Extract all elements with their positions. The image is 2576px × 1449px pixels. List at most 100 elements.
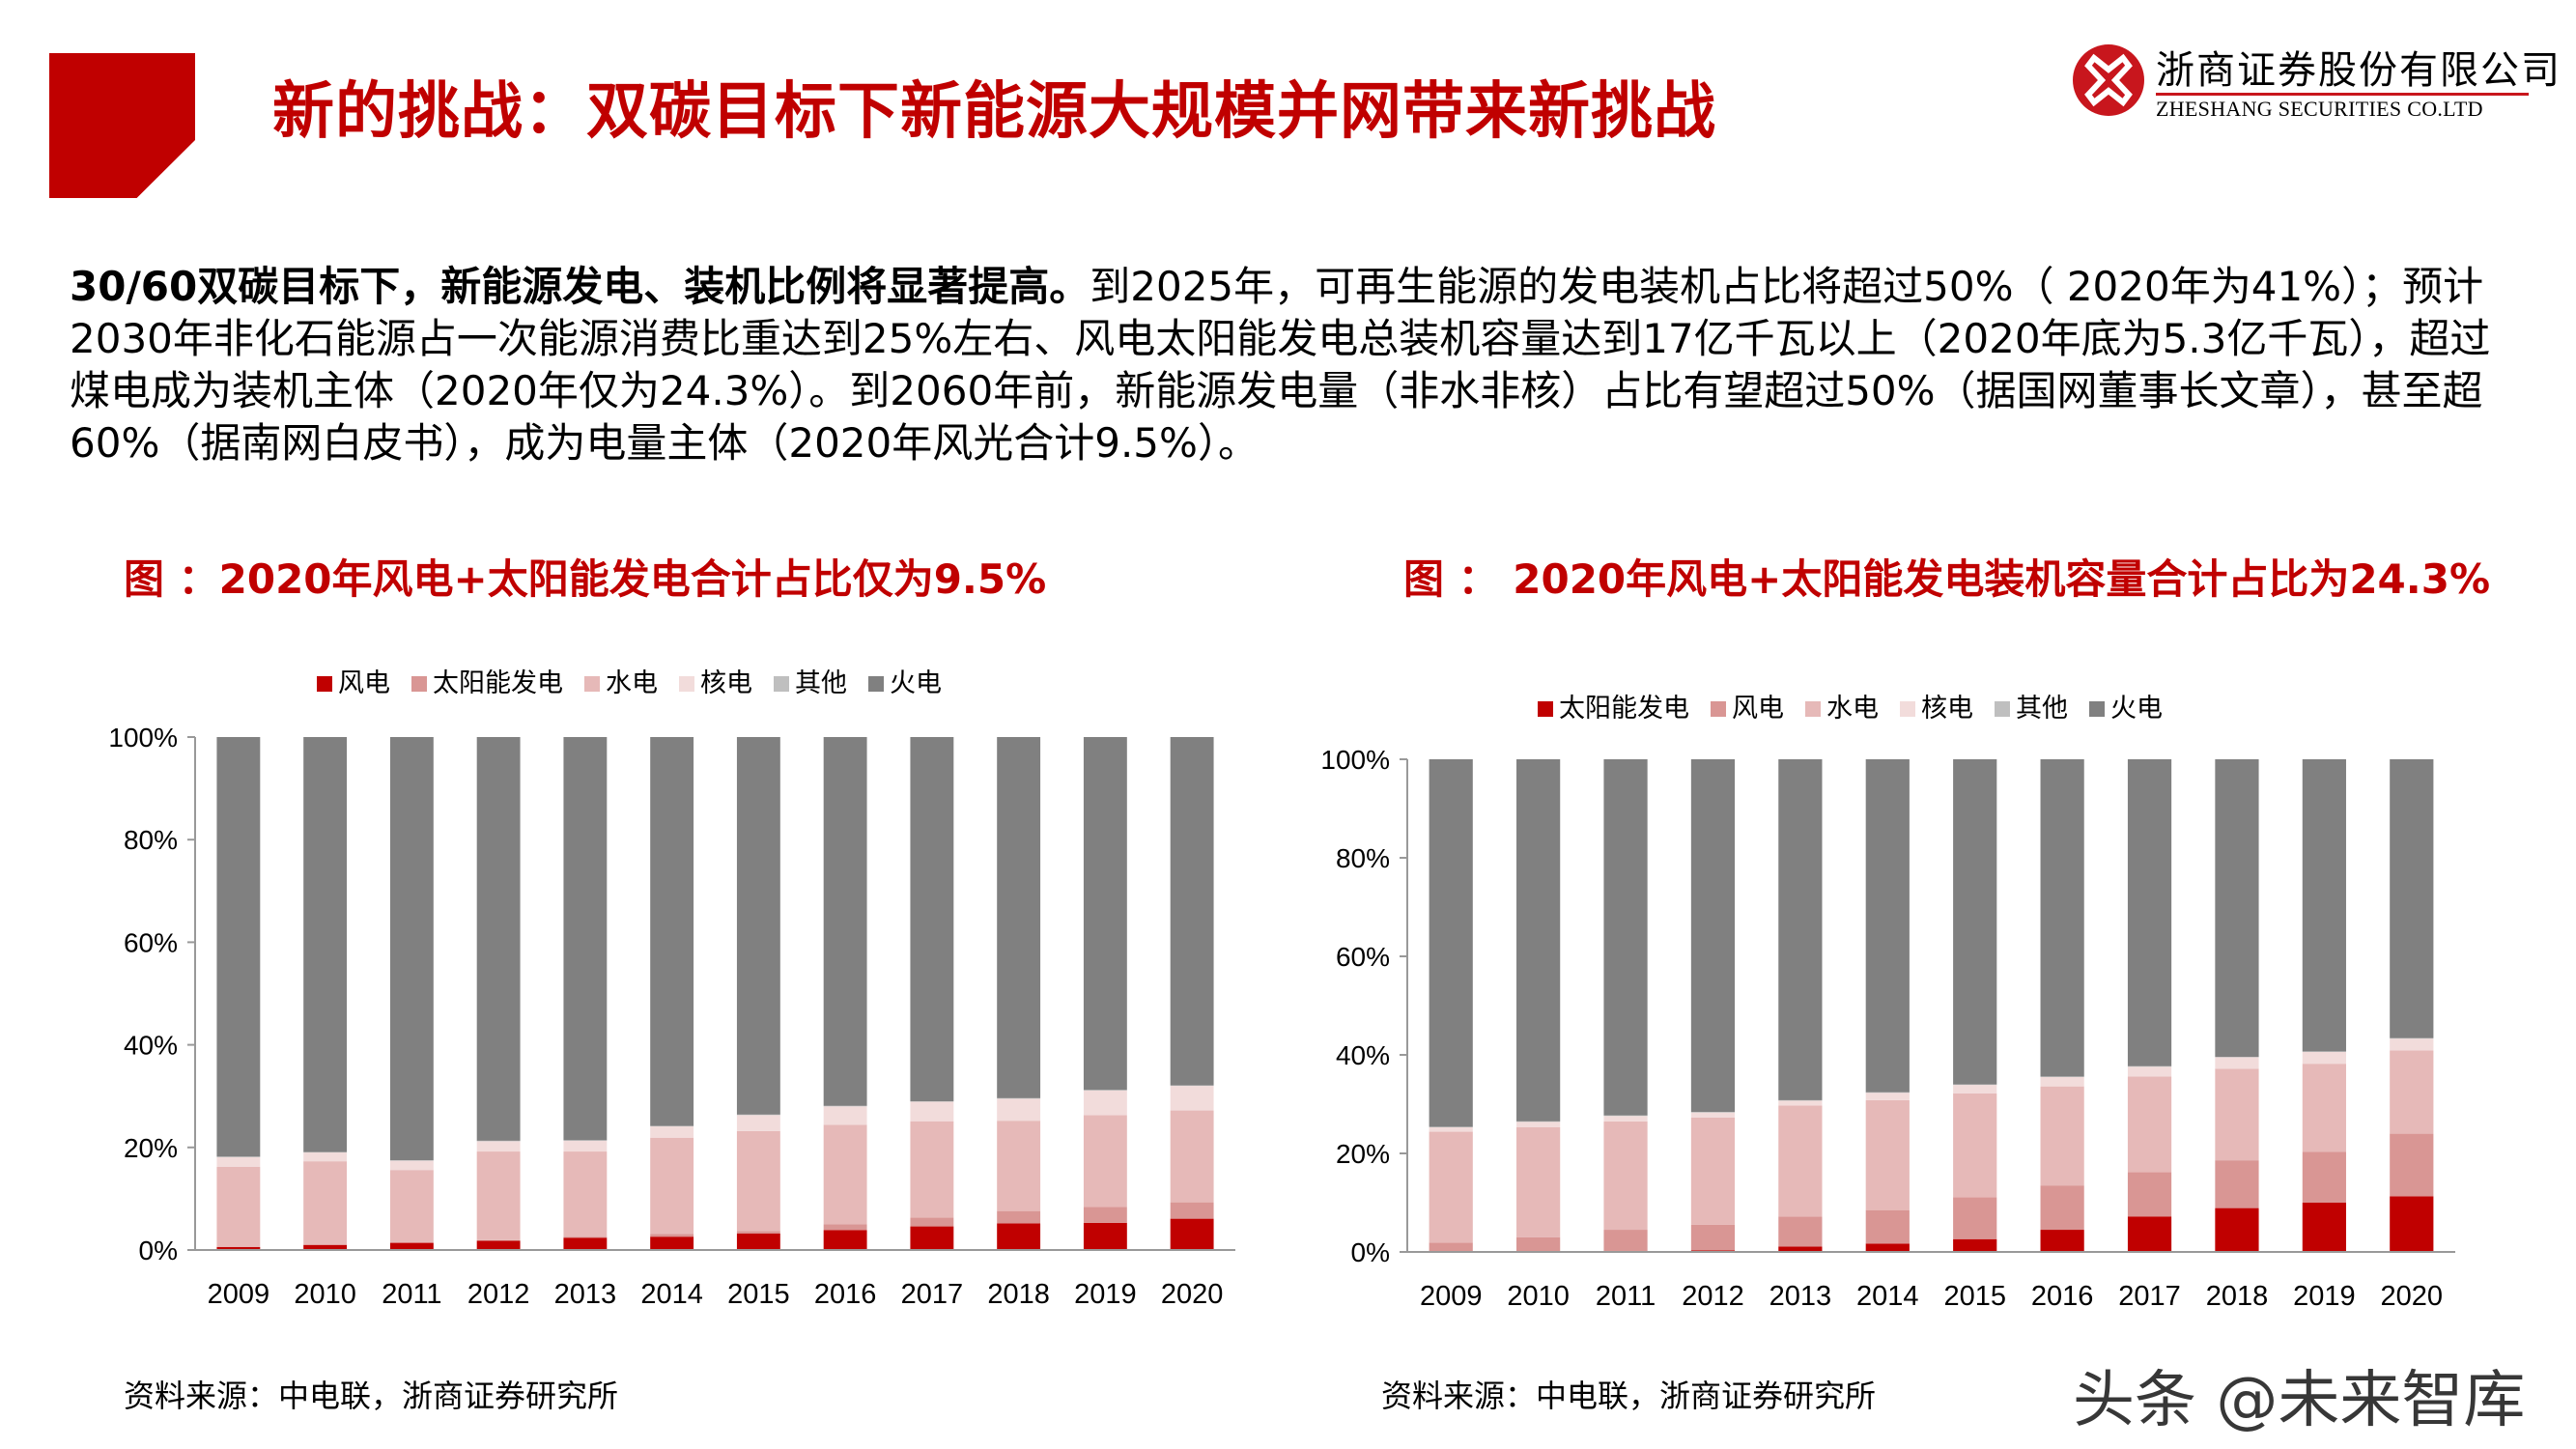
bar-2018-水电 xyxy=(2215,1068,2259,1161)
y-tick-label: 60% xyxy=(1336,942,1390,972)
bar-2017-太阳能发电 xyxy=(910,1217,954,1227)
bar-2019-风电 xyxy=(2302,1151,2346,1203)
bar-2014-太阳能发电 xyxy=(1865,1243,1910,1252)
legend-label-0: 太阳能发电 xyxy=(1559,694,1689,723)
x-tick-label: 2016 xyxy=(2031,1281,2094,1312)
bar-2009-其他 xyxy=(216,1156,261,1157)
bar-2017-风电 xyxy=(2127,1172,2172,1217)
bar-2011-风电 xyxy=(389,1242,434,1250)
bar-2012-水电 xyxy=(476,1151,521,1240)
bar-2011-水电 xyxy=(1603,1121,1648,1231)
bar-2016-水电 xyxy=(823,1124,867,1225)
logo-rule xyxy=(2156,93,2529,96)
bar-2017-其他 xyxy=(2127,1065,2172,1067)
bar-2017-核电 xyxy=(910,1101,954,1122)
bar-2016-火电 xyxy=(823,737,867,1106)
x-tick-label: 2015 xyxy=(1943,1281,2006,1312)
bar-2016-太阳能发电 xyxy=(2040,1230,2084,1252)
bar-2010-其他 xyxy=(303,1151,348,1153)
bar-2017-水电 xyxy=(910,1121,954,1218)
bar-2010-核电 xyxy=(1516,1122,1561,1127)
bar-2014-太阳能发电 xyxy=(650,1234,694,1237)
y-tick-label: 100% xyxy=(108,723,178,753)
legend-label-2: 水电 xyxy=(1826,694,1879,723)
bar-2009-风电 xyxy=(216,1246,261,1250)
bar-2009-水电 xyxy=(216,1166,261,1247)
y-tick-label: 80% xyxy=(124,825,178,855)
bar-2013-风电 xyxy=(563,1237,608,1250)
summary-text: 到2025年，可再生能源的发电装机占比将超过50%（ 2020年为41%）；预计… xyxy=(70,263,2491,467)
bar-2013-核电 xyxy=(1778,1100,1823,1106)
bar-2011-其他 xyxy=(389,1160,434,1161)
logo-en-text: ZHESHANG SECURITIES CO.LTD xyxy=(2156,97,2483,121)
bar-2009-核电 xyxy=(1429,1126,1473,1132)
bar-2015-水电 xyxy=(1953,1093,1997,1198)
bar-2013-太阳能发电 xyxy=(563,1236,608,1238)
bar-2015-其他 xyxy=(1953,1084,1997,1086)
legend-swatch-3 xyxy=(1900,701,1915,717)
bar-2015-其他 xyxy=(736,1114,780,1116)
bar-2017-火电 xyxy=(910,737,954,1102)
bar-2013-火电 xyxy=(1778,759,1823,1100)
x-tick-label: 2011 xyxy=(1596,1281,1656,1312)
bar-2012-核电 xyxy=(1690,1112,1736,1118)
bar-2014-其他 xyxy=(1865,1092,1910,1094)
bar-2018-其他 xyxy=(2215,1057,2259,1058)
bar-2012-太阳能发电 xyxy=(476,1239,521,1241)
bar-2011-火电 xyxy=(1603,759,1648,1116)
bar-2013-水电 xyxy=(1778,1105,1823,1217)
x-tick-label: 2015 xyxy=(727,1279,790,1310)
bar-2010-水电 xyxy=(303,1161,348,1245)
legend-swatch-2 xyxy=(1805,701,1821,717)
bar-2020-水电 xyxy=(1170,1110,1214,1203)
bar-2018-太阳能发电 xyxy=(997,1210,1041,1224)
y-tick-label: 20% xyxy=(1336,1139,1390,1169)
legend-label-5: 火电 xyxy=(890,668,942,697)
x-tick-label: 2016 xyxy=(814,1279,877,1310)
y-tick-label: 0% xyxy=(139,1236,178,1265)
summary-bold: 30/60双碳目标下，新能源发电、装机比例将显著提高。 xyxy=(70,263,1090,310)
bar-2014-其他 xyxy=(650,1125,694,1127)
bar-2013-水电 xyxy=(563,1151,608,1237)
bar-2020-风电 xyxy=(2390,1133,2434,1197)
logo-emblem-icon xyxy=(2073,44,2144,116)
bar-2020-其他 xyxy=(2390,1037,2434,1039)
bar-2012-水电 xyxy=(1690,1117,1736,1225)
x-tick-label: 2012 xyxy=(1682,1281,1744,1312)
bar-2017-风电 xyxy=(910,1226,954,1250)
bar-2019-核电 xyxy=(2302,1051,2346,1065)
bar-2015-火电 xyxy=(1953,759,1997,1085)
legend-swatch-3 xyxy=(679,676,694,692)
bar-2016-太阳能发电 xyxy=(823,1224,867,1231)
bar-2010-风电 xyxy=(303,1244,348,1250)
legend-label-0: 风电 xyxy=(338,668,390,697)
bar-2018-风电 xyxy=(2215,1160,2259,1208)
bar-2014-水电 xyxy=(650,1137,694,1235)
legend-swatch-5 xyxy=(868,676,884,692)
bar-2011-火电 xyxy=(389,737,434,1161)
bar-2009-火电 xyxy=(1429,759,1473,1127)
y-tick-label: 20% xyxy=(124,1133,178,1163)
x-tick-label: 2018 xyxy=(2206,1281,2269,1312)
bar-2010-水电 xyxy=(1516,1126,1561,1237)
bar-2015-风电 xyxy=(1953,1197,1997,1239)
bar-2020-核电 xyxy=(2390,1038,2434,1051)
bar-2013-太阳能发电 xyxy=(1778,1246,1823,1252)
bar-2014-风电 xyxy=(650,1236,694,1250)
x-tick-label: 2013 xyxy=(554,1279,617,1310)
bar-2012-核电 xyxy=(476,1141,521,1152)
bar-2013-核电 xyxy=(563,1140,608,1152)
legend-label-3: 核电 xyxy=(700,668,752,697)
bar-2018-火电 xyxy=(2215,759,2259,1058)
x-tick-label: 2019 xyxy=(1074,1279,1137,1310)
bar-2009-核电 xyxy=(216,1156,261,1167)
x-tick-label: 2009 xyxy=(208,1279,270,1310)
bar-2012-火电 xyxy=(1690,759,1736,1113)
legend-label-5: 火电 xyxy=(2110,694,2163,723)
bar-2019-风电 xyxy=(1083,1222,1127,1250)
generation-share-chart: 风电 太阳能发电 水电 核电 其他 火电 0% 20% 40% 60% 80% 100% 2009 201… xyxy=(108,668,1235,1310)
bar-2010-核电 xyxy=(303,1152,348,1162)
bar-2011-水电 xyxy=(389,1170,434,1243)
bar-2014-风电 xyxy=(1865,1209,1910,1244)
watermark: 头条 @未来智库 xyxy=(2073,1365,2526,1436)
